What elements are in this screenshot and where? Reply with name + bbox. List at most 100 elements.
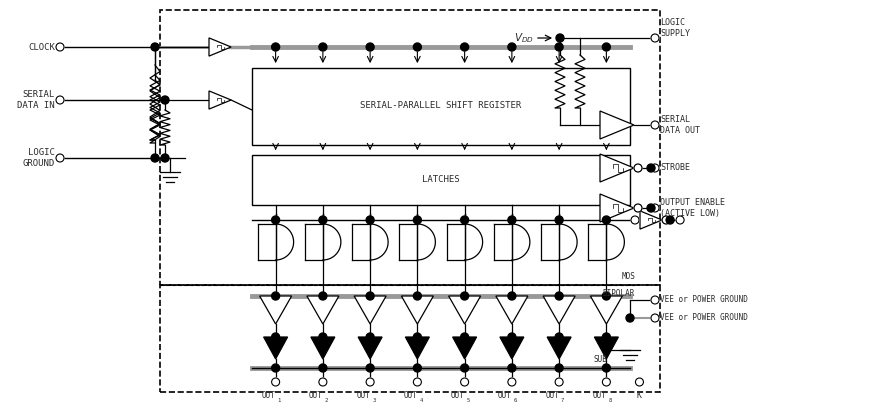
Circle shape (555, 364, 563, 372)
Circle shape (413, 292, 421, 300)
Text: CLOCK: CLOCK (28, 42, 55, 51)
Circle shape (460, 43, 468, 51)
Text: STROBE: STROBE (660, 164, 690, 173)
Circle shape (603, 364, 610, 372)
Circle shape (626, 314, 634, 322)
Polygon shape (600, 154, 634, 182)
Text: 8: 8 (609, 397, 611, 403)
Text: 5: 5 (467, 397, 470, 403)
Polygon shape (401, 296, 433, 324)
Circle shape (603, 43, 610, 51)
Polygon shape (595, 337, 618, 359)
Circle shape (508, 43, 516, 51)
Circle shape (676, 216, 685, 224)
Circle shape (366, 292, 374, 300)
Circle shape (631, 216, 639, 224)
Circle shape (151, 154, 159, 162)
Circle shape (319, 378, 327, 386)
Circle shape (508, 364, 516, 372)
Text: VEE or POWER GROUND: VEE or POWER GROUND (660, 313, 748, 322)
Text: 1: 1 (277, 397, 281, 403)
Text: LOGIC
GROUND: LOGIC GROUND (23, 148, 55, 168)
Text: OUT: OUT (357, 392, 370, 401)
Circle shape (413, 378, 421, 386)
Text: SERIAL
DATA OUT: SERIAL DATA OUT (660, 115, 700, 135)
Polygon shape (307, 296, 339, 324)
Circle shape (460, 216, 468, 224)
Text: LOGIC
SUPPLY: LOGIC SUPPLY (660, 18, 690, 38)
Circle shape (413, 364, 421, 372)
Text: 3: 3 (372, 397, 375, 403)
Text: OUT: OUT (545, 392, 559, 401)
Text: LATCHES: LATCHES (422, 175, 460, 184)
Circle shape (271, 216, 280, 224)
Circle shape (603, 216, 610, 224)
Circle shape (555, 333, 563, 341)
Circle shape (271, 333, 280, 341)
Polygon shape (453, 337, 477, 359)
Polygon shape (311, 337, 335, 359)
Circle shape (508, 378, 516, 386)
Circle shape (56, 43, 64, 51)
Text: OUT: OUT (309, 392, 323, 401)
Circle shape (556, 34, 564, 42)
Polygon shape (590, 296, 623, 324)
Polygon shape (448, 296, 480, 324)
Text: OUT: OUT (592, 392, 606, 401)
Polygon shape (496, 296, 528, 324)
Circle shape (366, 43, 374, 51)
Circle shape (56, 96, 64, 104)
Circle shape (413, 43, 421, 51)
Circle shape (603, 333, 610, 341)
Text: 6: 6 (514, 397, 517, 403)
Circle shape (161, 96, 169, 104)
Circle shape (555, 216, 563, 224)
Text: OUT: OUT (404, 392, 418, 401)
Text: OUT: OUT (262, 392, 276, 401)
Circle shape (508, 333, 516, 341)
Circle shape (319, 364, 327, 372)
Circle shape (651, 34, 659, 42)
Circle shape (161, 154, 169, 162)
Circle shape (271, 378, 280, 386)
Circle shape (413, 333, 421, 341)
Circle shape (508, 216, 516, 224)
Circle shape (662, 216, 670, 224)
Circle shape (603, 378, 610, 386)
Polygon shape (405, 337, 429, 359)
Circle shape (666, 216, 674, 224)
FancyBboxPatch shape (252, 68, 630, 145)
Circle shape (555, 378, 563, 386)
Text: VEE or POWER GROUND: VEE or POWER GROUND (660, 295, 748, 304)
Circle shape (319, 216, 327, 224)
Circle shape (460, 292, 468, 300)
Circle shape (460, 364, 468, 372)
Circle shape (319, 43, 327, 51)
Text: SERIAL-PARALLEL SHIFT REGISTER: SERIAL-PARALLEL SHIFT REGISTER (360, 102, 521, 111)
Polygon shape (209, 38, 231, 56)
Circle shape (460, 333, 468, 341)
Circle shape (634, 164, 642, 172)
Text: K: K (637, 392, 642, 401)
Text: OUT: OUT (451, 392, 465, 401)
Circle shape (366, 216, 374, 224)
Circle shape (271, 292, 280, 300)
Polygon shape (543, 296, 576, 324)
Text: 2: 2 (325, 397, 328, 403)
Circle shape (413, 216, 421, 224)
Circle shape (651, 314, 659, 322)
Polygon shape (263, 337, 288, 359)
Circle shape (508, 292, 516, 300)
Text: SERIAL
DATA IN: SERIAL DATA IN (17, 90, 55, 110)
Circle shape (319, 292, 327, 300)
Circle shape (271, 364, 280, 372)
Polygon shape (500, 337, 524, 359)
Text: BIPOLAR: BIPOLAR (603, 289, 635, 298)
Text: OUTPUT ENABLE
(ACTIVE LOW): OUTPUT ENABLE (ACTIVE LOW) (660, 198, 725, 218)
Polygon shape (640, 211, 662, 229)
Circle shape (555, 292, 563, 300)
Circle shape (647, 164, 655, 172)
Circle shape (634, 204, 642, 212)
Circle shape (56, 154, 64, 162)
Circle shape (151, 43, 159, 51)
